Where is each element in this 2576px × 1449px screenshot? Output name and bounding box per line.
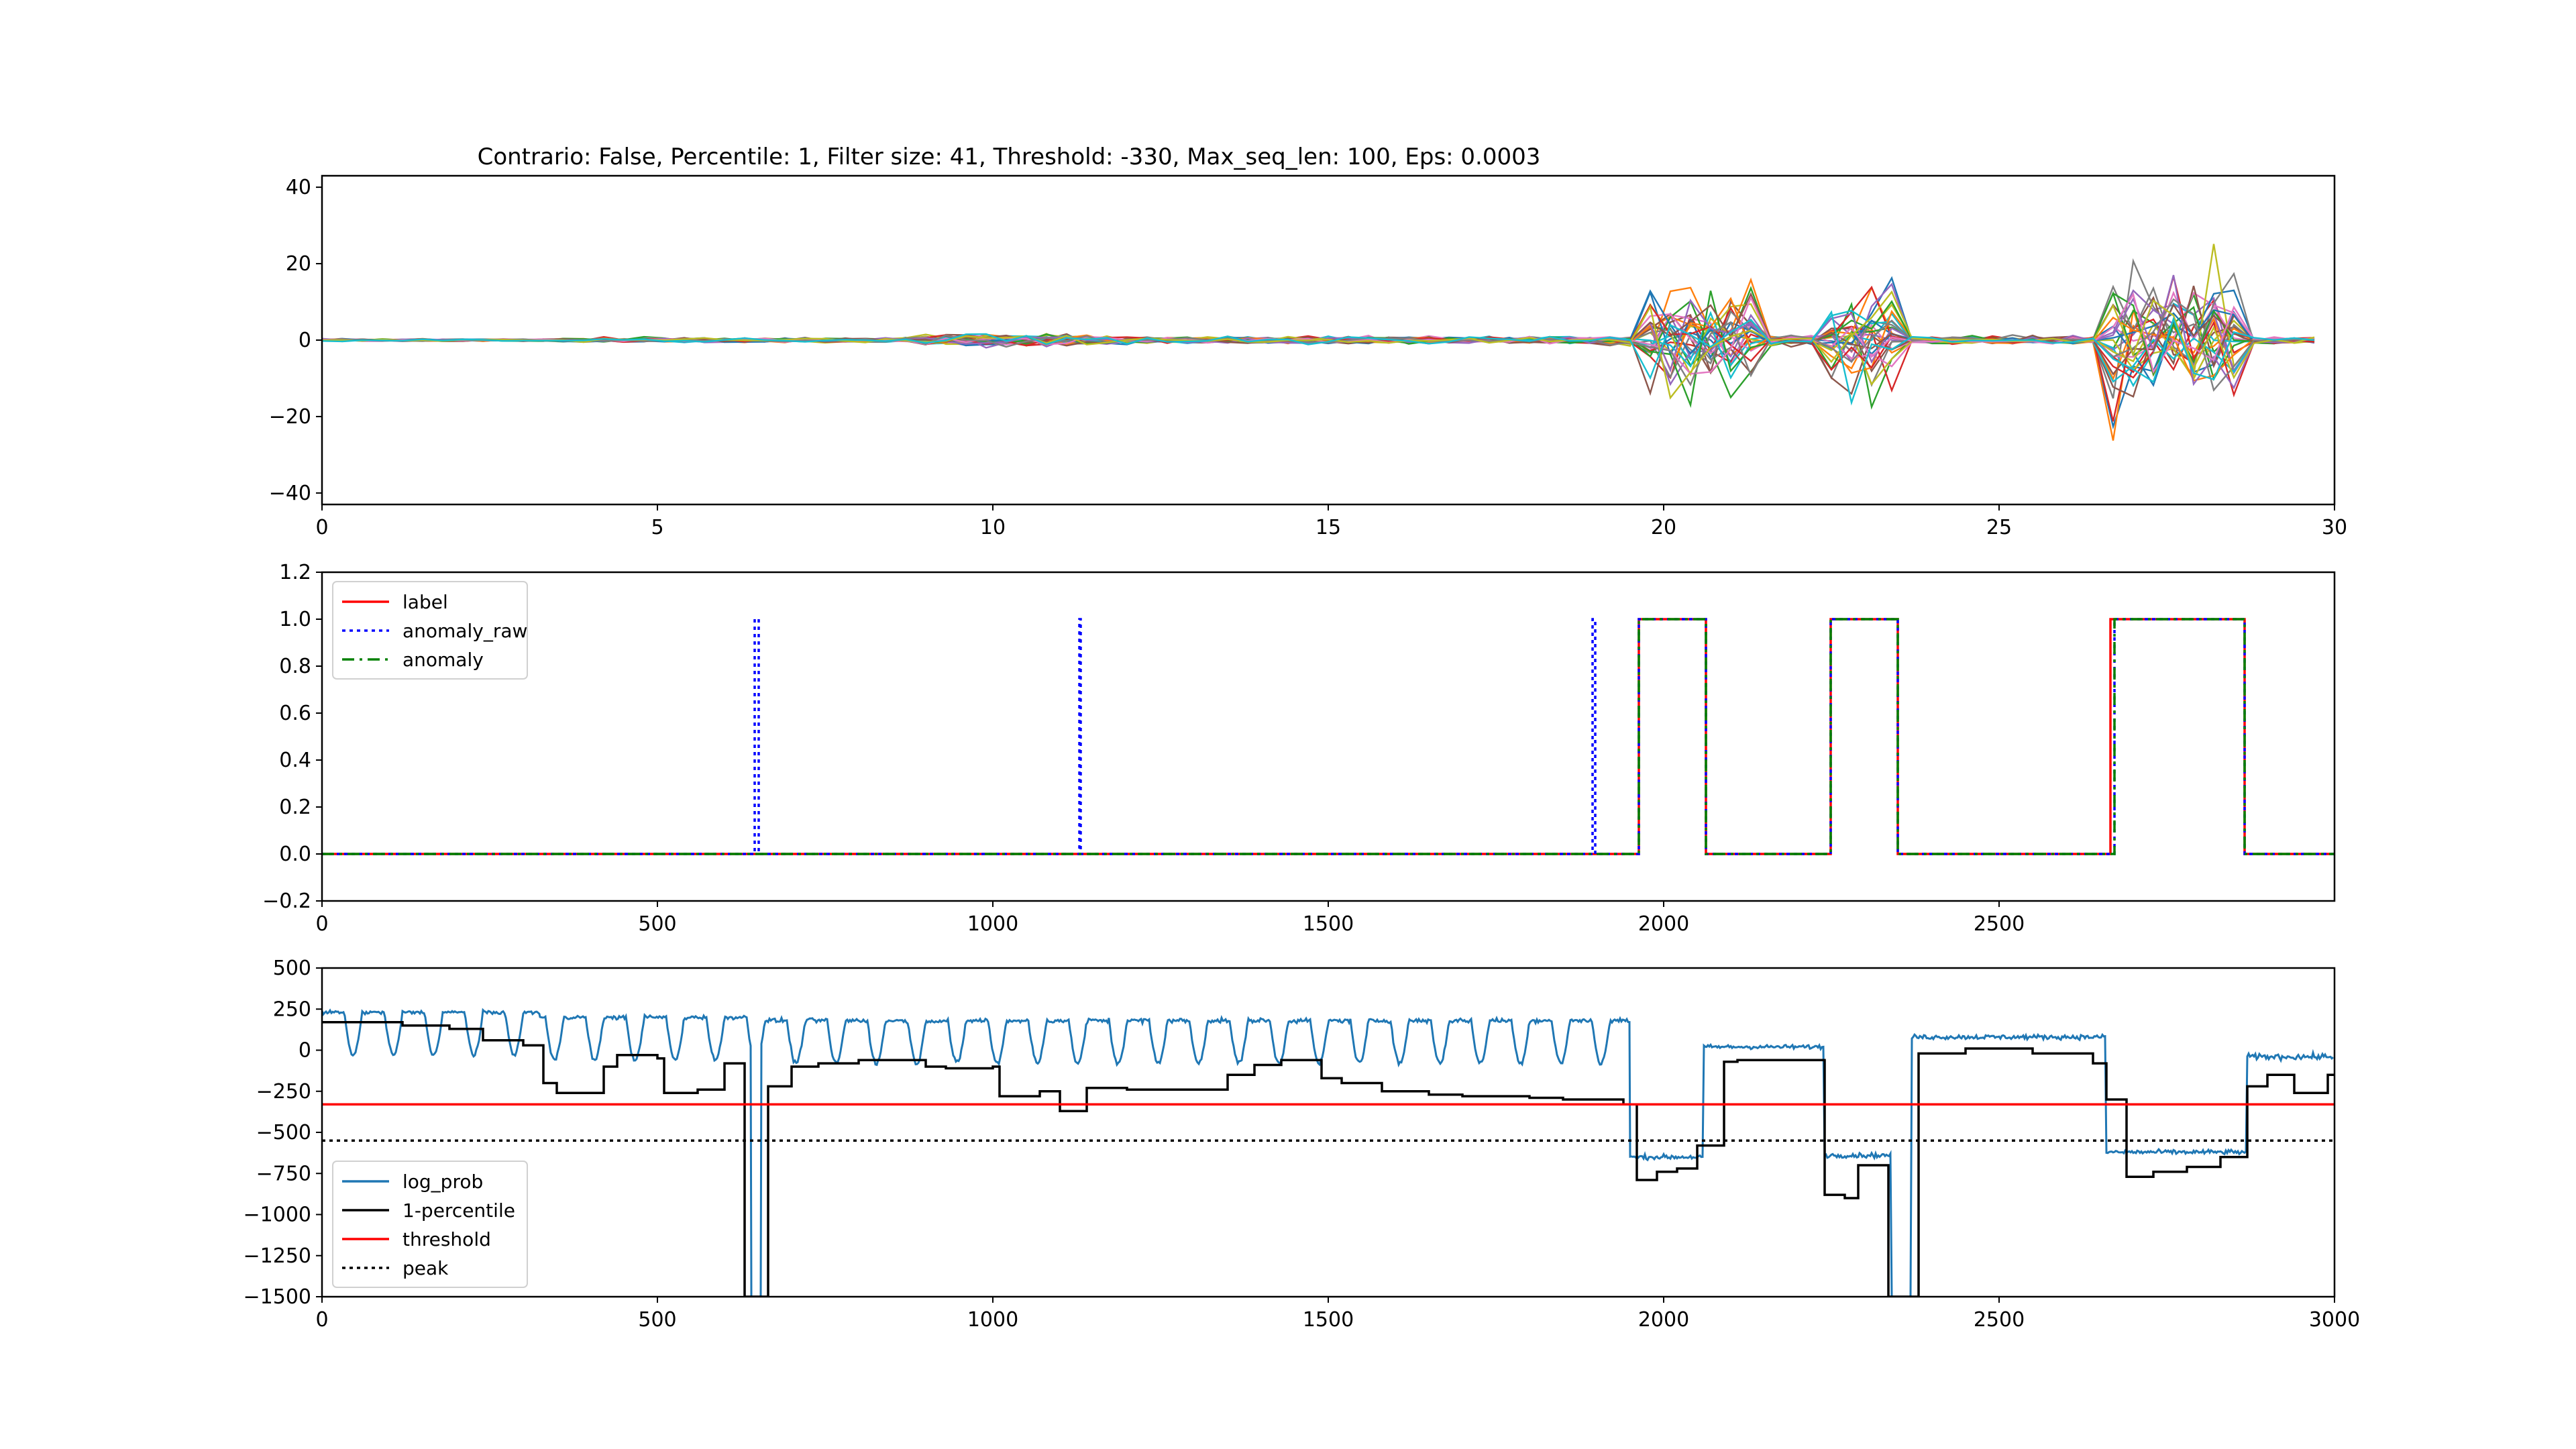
y-tick-label: 500 — [273, 957, 311, 980]
y-tick-label: −1000 — [244, 1203, 311, 1227]
legend-label: threshold — [402, 1228, 491, 1250]
plot-area — [322, 1008, 2334, 1297]
legend-label: anomaly — [402, 649, 484, 671]
subplot-sensor-signals: 0 5 10 15 20 25 30 −40 −20 0 20 40 — [269, 174, 2347, 539]
y-tick-label: 1.2 — [279, 561, 311, 584]
x-tick-label: 20 — [1651, 516, 1676, 539]
x-tick-label: 15 — [1316, 516, 1341, 539]
y-tick-label: 20 — [286, 252, 311, 276]
figure-title: Contrario: False, Percentile: 1, Filter … — [478, 144, 1541, 170]
plot-area — [322, 618, 2334, 855]
x-tick-label: 1500 — [1303, 1308, 1354, 1332]
x-tick-label: 500 — [638, 1308, 676, 1332]
x-tick-label: 10 — [980, 516, 1006, 539]
y-tick-label: 40 — [286, 176, 311, 199]
subplot-log-probability: 0 500 1000 1500 2000 2500 3000−1500−1250−1000−… — [244, 957, 2361, 1332]
axes-frame — [321, 571, 2336, 902]
x-tick-label: 2500 — [1974, 1308, 2025, 1332]
y-tick-label: 0.8 — [279, 655, 311, 678]
plot-area — [322, 244, 2315, 441]
sensor-series-line — [322, 310, 2315, 406]
y-tick-label: −0.2 — [262, 890, 311, 913]
x-tick-label: 3000 — [2309, 1308, 2360, 1332]
y-tick-label: −1500 — [244, 1285, 311, 1309]
y-tick-label: −1250 — [244, 1244, 311, 1268]
y-tick-label: 0.0 — [279, 843, 311, 866]
x-tick-label: 500 — [638, 912, 676, 936]
x-tick-label: 2500 — [1974, 912, 2025, 936]
x-tick-label: 2000 — [1638, 912, 1689, 936]
y-tick-label: 250 — [273, 998, 311, 1021]
y-tick-label: 1.0 — [279, 608, 311, 631]
x-tick-label: 2000 — [1638, 1308, 1689, 1332]
y-tick-label: −500 — [256, 1121, 311, 1144]
legend-frame — [332, 1161, 528, 1288]
legend-label: log_prob — [402, 1171, 483, 1193]
legend-label: 1-percentile — [402, 1199, 515, 1222]
x-tick-label: 5 — [651, 516, 663, 539]
x-tick-label: 1000 — [967, 912, 1018, 936]
series-log-prob-line — [322, 1008, 2334, 1297]
legend-label: anomaly_raw — [402, 620, 527, 642]
y-tick-label: −250 — [256, 1080, 311, 1104]
legend-frame — [332, 581, 528, 680]
y-tick-label: −20 — [269, 405, 311, 429]
y-tick-label: −750 — [256, 1162, 311, 1185]
axes-frame — [321, 967, 2336, 1298]
x-tick-label: 30 — [2322, 516, 2347, 539]
y-tick-label: 0.4 — [279, 749, 311, 772]
x-tick-label: 0 — [315, 1308, 328, 1332]
legend: log_prob 1-percentile threshold peak — [332, 1161, 528, 1288]
x-tick-label: 1000 — [967, 1308, 1018, 1332]
y-tick-label: 0 — [299, 329, 311, 352]
y-tick-label: −40 — [269, 482, 311, 505]
y-tick-label: 0 — [299, 1039, 311, 1063]
series-1-percentile-line — [322, 1021, 2334, 1297]
x-tick-label: 0 — [315, 516, 328, 539]
subplot-anomaly-labels: 0 500 1000 1500 2000 2500 −0.2 0.0 0.2 0.4 0.6 0.8 1… — [262, 561, 2336, 936]
series-anomaly-line — [322, 618, 2334, 855]
y-tick-label: 0.6 — [279, 702, 311, 725]
x-tick-label: 0 — [315, 912, 328, 936]
legend-label: label — [402, 591, 448, 613]
y-tick-label: 0.2 — [279, 796, 311, 819]
x-tick-label: 1500 — [1303, 912, 1354, 936]
axes-frame — [321, 174, 2336, 506]
x-tick-label: 25 — [1986, 516, 2012, 539]
legend-label: peak — [402, 1257, 449, 1279]
